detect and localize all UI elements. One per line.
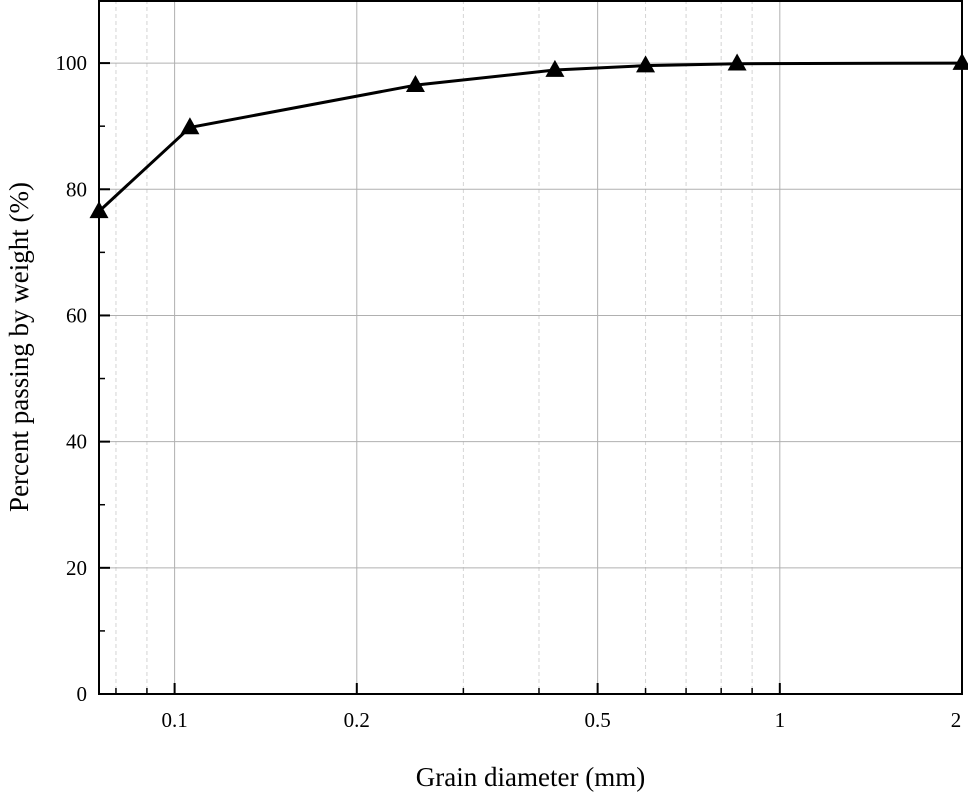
y-tick-label: 60: [66, 303, 87, 327]
data-point-marker: [180, 117, 200, 135]
y-tick-label: 80: [66, 177, 87, 201]
x-tick-label: 2: [951, 708, 962, 732]
y-tick-label: 100: [56, 51, 88, 75]
data-point-marker: [636, 55, 656, 73]
series-layer: [89, 52, 968, 219]
grid: [99, 0, 962, 694]
data-point-marker: [952, 52, 968, 70]
y-tick-label: 0: [77, 682, 88, 706]
data-point-marker: [405, 74, 425, 92]
x-tick-label: 1: [775, 708, 786, 732]
x-tick-label: 0.2: [344, 708, 370, 732]
x-tick-label: 0.5: [585, 708, 611, 732]
x-axis-title: Grain diameter (mm): [416, 762, 645, 792]
y-axis-title: Percent passing by weight (%): [4, 182, 34, 512]
x-tick-label: 0.1: [161, 708, 187, 732]
y-tick-label: 20: [66, 556, 87, 580]
data-point-marker: [545, 59, 565, 77]
plot-frame: [98, 0, 963, 695]
data-point-marker: [727, 53, 747, 71]
y-tick-label: 40: [66, 430, 87, 454]
